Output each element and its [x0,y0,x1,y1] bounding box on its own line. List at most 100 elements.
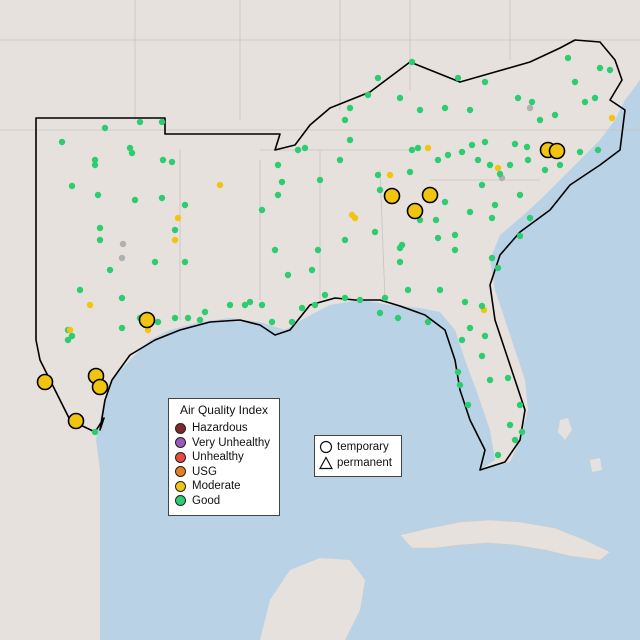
good-site-marker[interactable] [478,352,486,360]
good-site-marker[interactable] [436,286,444,294]
good-site-marker[interactable] [466,324,474,332]
good-site-marker[interactable] [564,54,572,62]
good-site-marker[interactable] [451,231,459,239]
good-site-marker[interactable] [414,144,422,152]
good-site-marker[interactable] [58,138,66,146]
good-site-marker[interactable] [416,106,424,114]
good-site-marker[interactable] [424,318,432,326]
good-site-marker[interactable] [394,314,402,322]
good-site-marker[interactable] [158,194,166,202]
moderate-site-marker[interactable] [144,326,152,334]
good-site-marker[interactable] [511,140,519,148]
good-site-marker[interactable] [491,201,499,209]
good-site-marker[interactable] [444,151,452,159]
good-site-marker[interactable] [434,234,442,242]
good-site-marker[interactable] [271,246,279,254]
good-site-marker[interactable] [181,258,189,266]
good-site-marker[interactable] [64,336,72,344]
good-site-marker[interactable] [516,401,524,409]
good-site-marker[interactable] [518,428,526,436]
good-site-marker[interactable] [341,116,349,124]
good-site-marker[interactable] [274,191,282,199]
good-site-marker[interactable] [514,94,522,102]
good-site-marker[interactable] [314,246,322,254]
good-site-marker[interactable] [396,258,404,266]
moderate-site-marker[interactable] [351,214,359,222]
good-site-marker[interactable] [101,124,109,132]
good-site-marker[interactable] [241,301,249,309]
good-site-marker[interactable] [486,376,494,384]
good-site-marker[interactable] [488,254,496,262]
good-site-marker[interactable] [136,118,144,126]
good-site-marker[interactable] [474,156,482,164]
good-site-marker[interactable] [486,161,494,169]
good-site-marker[interactable] [154,318,162,326]
good-site-marker[interactable] [541,166,549,174]
good-site-marker[interactable] [159,156,167,164]
good-site-marker[interactable] [406,168,414,176]
temporary-moderate-site-marker[interactable] [91,378,109,396]
good-site-marker[interactable] [381,294,389,302]
good-site-marker[interactable] [171,226,179,234]
good-site-marker[interactable] [346,104,354,112]
good-site-marker[interactable] [246,298,254,306]
good-site-marker[interactable] [504,374,512,382]
good-site-marker[interactable] [494,264,502,272]
good-site-marker[interactable] [91,161,99,169]
good-site-marker[interactable] [581,98,589,106]
good-site-marker[interactable] [481,78,489,86]
good-site-marker[interactable] [536,116,544,124]
good-site-marker[interactable] [576,148,584,156]
good-site-marker[interactable] [376,186,384,194]
good-site-marker[interactable] [468,141,476,149]
moderate-site-marker[interactable] [86,301,94,309]
good-site-marker[interactable] [181,201,189,209]
good-site-marker[interactable] [594,146,602,154]
good-site-marker[interactable] [524,156,532,164]
good-site-marker[interactable] [481,138,489,146]
good-site-marker[interactable] [454,368,462,376]
moderate-site-marker[interactable] [174,214,182,222]
good-site-marker[interactable] [346,136,354,144]
good-site-marker[interactable] [96,224,104,232]
good-site-marker[interactable] [516,191,524,199]
good-site-marker[interactable] [454,74,462,82]
good-site-marker[interactable] [596,64,604,72]
good-site-marker[interactable] [196,316,204,324]
good-site-marker[interactable] [68,332,76,340]
good-site-marker[interactable] [556,161,564,169]
no-data-site-marker[interactable] [118,254,126,262]
moderate-site-marker[interactable] [66,326,74,334]
good-site-marker[interactable] [341,294,349,302]
good-site-marker[interactable] [461,298,469,306]
good-site-marker[interactable] [91,156,99,164]
good-site-marker[interactable] [128,149,136,157]
good-site-marker[interactable] [374,74,382,82]
temporary-moderate-site-marker[interactable] [383,187,401,205]
good-site-marker[interactable] [284,271,292,279]
good-site-marker[interactable] [464,401,472,409]
good-site-marker[interactable] [308,266,316,274]
good-site-marker[interactable] [184,314,192,322]
good-site-marker[interactable] [278,178,286,186]
good-site-marker[interactable] [371,228,379,236]
good-site-marker[interactable] [288,318,296,326]
temporary-moderate-site-marker[interactable] [36,373,54,391]
good-site-marker[interactable] [478,302,486,310]
good-site-marker[interactable] [68,182,76,190]
good-site-marker[interactable] [118,324,126,332]
good-site-marker[interactable] [298,304,306,312]
good-site-marker[interactable] [341,236,349,244]
good-site-marker[interactable] [551,111,559,119]
good-site-marker[interactable] [158,118,166,126]
moderate-site-marker[interactable] [608,114,616,122]
good-site-marker[interactable] [126,144,134,152]
good-site-marker[interactable] [376,309,384,317]
no-data-site-marker[interactable] [526,104,534,112]
good-site-marker[interactable] [268,318,276,326]
good-site-marker[interactable] [274,161,282,169]
good-site-marker[interactable] [396,94,404,102]
temporary-moderate-site-marker[interactable] [421,186,439,204]
good-site-marker[interactable] [511,436,519,444]
